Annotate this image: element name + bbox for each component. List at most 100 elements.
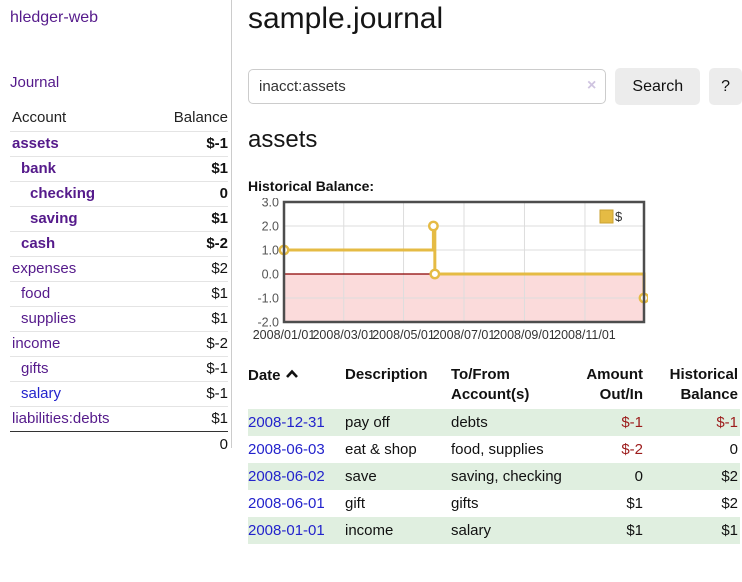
x-axis-tick-label: 2008/05/01 bbox=[372, 328, 435, 342]
search-button[interactable]: Search bbox=[615, 68, 701, 105]
account-row: saving $1 bbox=[10, 206, 228, 232]
transaction-amount: $-1 bbox=[621, 414, 643, 431]
historical-balance-column-header: Historical Balance bbox=[669, 366, 738, 403]
transaction-row: 2008-06-02 save saving, checking 0 $2 bbox=[248, 463, 740, 490]
help-button[interactable]: ? bbox=[709, 68, 742, 105]
historical-balance-chart: $3.0 2.0 1.0 0.0 -1.0 -2.02008/01/012008/03/0… bbox=[253, 196, 650, 342]
transaction-accounts: debts bbox=[451, 414, 488, 431]
transaction-date-link[interactable]: 2008-01-01 bbox=[248, 522, 325, 539]
account-row: gifts $-1 bbox=[10, 356, 228, 382]
account-link-salary[interactable]: salary bbox=[21, 385, 62, 402]
account-row: checking 0 bbox=[10, 181, 228, 207]
account-link-checking[interactable]: checking bbox=[30, 185, 96, 202]
transaction-description: eat & shop bbox=[345, 441, 417, 458]
y-axis-tick-label: 1.0 bbox=[262, 244, 279, 258]
transaction-accounts: salary bbox=[451, 522, 492, 539]
transaction-date-link[interactable]: 2008-12-31 bbox=[248, 414, 325, 431]
transaction-balance: $2 bbox=[721, 495, 738, 512]
transaction-date-link[interactable]: 2008-06-03 bbox=[248, 441, 325, 458]
clear-search-icon[interactable]: × bbox=[587, 77, 597, 94]
x-axis-tick-label: 2008/09/01 bbox=[493, 328, 556, 342]
transaction-row: 2008-06-01 gift gifts $1 $2 bbox=[248, 490, 740, 517]
transaction-row: 2008-12-31 pay off debts $-1 $-1 bbox=[248, 409, 740, 436]
account-row: cash $-2 bbox=[10, 231, 228, 257]
y-axis-tick-label: 2.0 bbox=[262, 220, 279, 234]
x-axis-tick-label: 2008/07/01 bbox=[433, 328, 496, 342]
accounts-column-header: Account bbox=[12, 109, 67, 126]
search-bar: × Search ? bbox=[248, 68, 742, 105]
page-title: sample.journal bbox=[248, 2, 444, 35]
transaction-amount: $1 bbox=[626, 522, 643, 539]
x-axis-tick-label: 2008/01/01 bbox=[253, 328, 316, 342]
account-row: bank $1 bbox=[10, 156, 228, 182]
transaction-description: save bbox=[345, 468, 377, 485]
chart-data-point bbox=[427, 220, 439, 232]
transaction-accounts: gifts bbox=[451, 495, 479, 512]
transaction-amount: 0 bbox=[634, 468, 643, 485]
y-axis-tick-label: -1.0 bbox=[257, 292, 279, 306]
account-link-assets[interactable]: assets bbox=[12, 135, 59, 152]
sort-ascending-icon bbox=[285, 365, 299, 385]
account-link-cash[interactable]: cash bbox=[21, 235, 56, 252]
account-link-income[interactable]: income bbox=[12, 335, 61, 352]
transactions-table: Date Description To/From Account(s) Amou… bbox=[248, 363, 740, 544]
account-row: liabilities:debts $1 bbox=[10, 406, 228, 432]
x-axis-tick-label: 2008/11/01 bbox=[554, 328, 616, 342]
transaction-accounts: saving, checking bbox=[451, 468, 562, 485]
transaction-balance: 0 bbox=[729, 441, 738, 458]
sidebar-item-journal[interactable]: Journal bbox=[10, 74, 60, 91]
account-link-expenses[interactable]: expenses bbox=[12, 260, 77, 277]
accounts-total-row: 0 bbox=[10, 431, 228, 457]
account-link-bank[interactable]: bank bbox=[21, 160, 57, 177]
account-link-supplies[interactable]: supplies bbox=[21, 310, 77, 327]
x-axis-tick-label: 2008/03/01 bbox=[312, 328, 375, 342]
account-balance: $-1 bbox=[149, 356, 228, 382]
transaction-balance: $-1 bbox=[716, 414, 738, 431]
app-brand-link[interactable]: hledger-web bbox=[10, 9, 99, 26]
account-link-gifts[interactable]: gifts bbox=[21, 360, 49, 377]
date-header-label: Date bbox=[248, 367, 281, 384]
date-column-header[interactable]: Date bbox=[248, 363, 345, 409]
account-balance: $-1 bbox=[149, 381, 228, 407]
account-row: assets $-1 bbox=[10, 131, 228, 157]
transaction-description: pay off bbox=[345, 414, 390, 431]
transaction-description: income bbox=[345, 522, 394, 539]
chart-legend-label: $ bbox=[615, 209, 623, 224]
account-balance: $1 bbox=[149, 206, 228, 232]
chart-section-label: Historical Balance: bbox=[248, 178, 375, 194]
search-box: × bbox=[248, 69, 607, 104]
account-balance: 0 bbox=[149, 181, 228, 207]
account-balance: $-2 bbox=[149, 231, 228, 257]
main-content: sample.journal × Search ? assets Histori… bbox=[232, 0, 742, 582]
accounts-table-body: assets $-1 bank $1 checking 0 saving $1 cash $-2 e… bbox=[10, 131, 228, 457]
transaction-date-link[interactable]: 2008-06-01 bbox=[248, 495, 325, 512]
account-row: expenses $2 bbox=[10, 256, 228, 282]
transaction-amount: $1 bbox=[626, 495, 643, 512]
account-link-saving[interactable]: saving bbox=[30, 210, 78, 227]
transaction-amount: $-2 bbox=[621, 441, 643, 458]
account-row: salary $-1 bbox=[10, 381, 228, 407]
account-balance: $1 bbox=[149, 281, 228, 307]
transaction-accounts: food, supplies bbox=[451, 441, 544, 458]
sidebar: hledger-web Journal Account Balance asse… bbox=[0, 0, 232, 457]
accounts-total-value: 0 bbox=[149, 431, 228, 457]
account-link-liabilities-debts[interactable]: liabilities:debts bbox=[12, 410, 110, 427]
account-page-title: assets bbox=[248, 126, 318, 153]
account-balance: $-2 bbox=[149, 331, 228, 357]
balance-column-header: Balance bbox=[173, 109, 228, 126]
description-column-header: Description bbox=[345, 366, 428, 383]
y-axis-tick-label: -2.0 bbox=[257, 316, 279, 330]
transaction-description: gift bbox=[345, 495, 366, 512]
search-input[interactable] bbox=[248, 69, 607, 104]
account-link-food[interactable]: food bbox=[21, 285, 51, 302]
transaction-date-link[interactable]: 2008-06-02 bbox=[248, 468, 325, 485]
transactions-table-body: 2008-12-31 pay off debts $-1 $-1 2008-06-03 ea… bbox=[248, 409, 740, 544]
account-balance: $1 bbox=[149, 306, 228, 332]
accounts-table: Account Balance assets $-1 bank $1 checking 0… bbox=[10, 106, 228, 457]
transaction-row: 2008-01-01 income salary $1 $1 bbox=[248, 517, 740, 544]
account-row: income $-2 bbox=[10, 331, 228, 357]
chart-data-point bbox=[429, 268, 441, 280]
chart-legend-swatch bbox=[599, 209, 614, 224]
transaction-row: 2008-06-03 eat & shop food, supplies $-2 0 bbox=[248, 436, 740, 463]
transactions-header-row: Date Description To/From Account(s) Amou… bbox=[248, 363, 740, 409]
